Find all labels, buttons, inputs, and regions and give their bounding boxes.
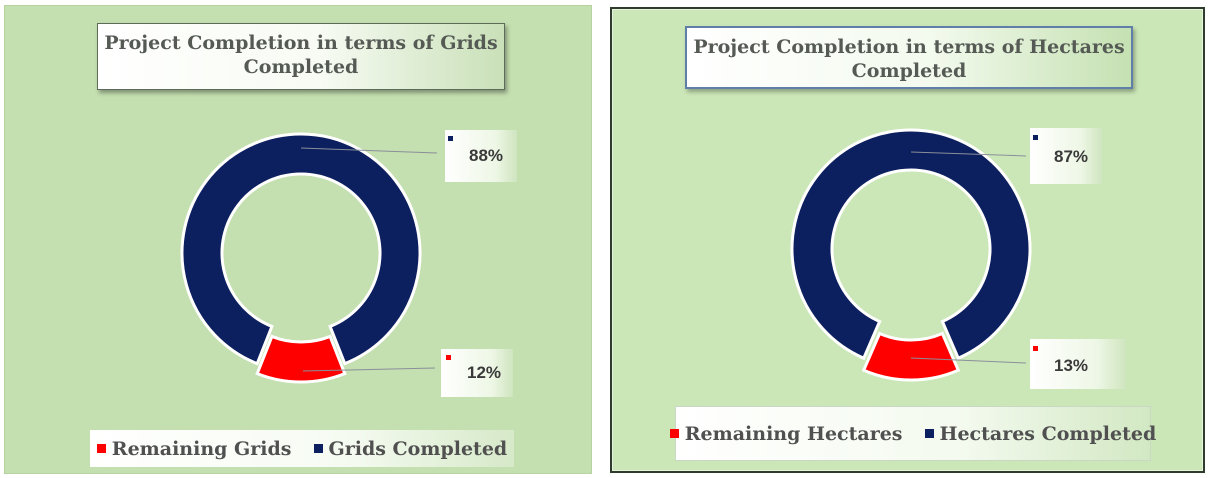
data-label-remaining-grids: 12%	[467, 363, 502, 382]
label-marker-icon	[446, 355, 451, 360]
label-marker-icon	[1033, 135, 1038, 140]
chart-title-hectares: Project Completion in terms of Hectares …	[685, 26, 1133, 89]
chart-panel-grids: Project Completion in terms of Grids Com…	[4, 5, 592, 474]
leader-line	[300, 147, 438, 154]
chart-title-grids: Project Completion in terms of Grids Com…	[97, 23, 505, 90]
data-label-box-hectares-completed: 87%	[1030, 128, 1102, 184]
leader-line	[910, 357, 1027, 364]
legend-swatch-red-icon	[669, 429, 679, 438]
legend-entry-remaining-hectares: Remaining Hectares	[669, 422, 903, 445]
chart-title-text: Project Completion in terms of Hectares …	[693, 36, 1125, 82]
data-label-box-remaining-grids: 12%	[441, 349, 513, 397]
legend-swatch-navy-icon	[313, 444, 323, 453]
data-label-remaining-hectares: 13%	[1054, 356, 1089, 375]
data-label-hectares-completed: 87%	[1054, 147, 1089, 166]
slice-hectares-completed	[790, 128, 1032, 361]
doughnut-chart-hectares	[790, 128, 1032, 382]
legend-entry-grids-completed: Grids Completed	[313, 437, 508, 460]
legend-label: Grids Completed	[328, 437, 508, 460]
doughnut-chart-grids	[180, 132, 438, 384]
data-label-grids-completed: 88%	[469, 146, 504, 165]
legend-swatch-red-icon	[96, 444, 106, 453]
chart-legend-grids: Remaining Grids Grids Completed	[90, 430, 514, 467]
leader-line	[910, 151, 1027, 157]
slice-remaining-grids	[255, 334, 347, 384]
chart-panel-hectares: Project Completion in terms of Hectares …	[610, 7, 1205, 473]
legend-label: Remaining Grids	[111, 437, 292, 460]
chart-legend-hectares: Remaining Hectares Hectares Completed	[669, 406, 1156, 461]
slice-remaining-hectares	[861, 331, 961, 382]
slice-grids-completed	[180, 132, 422, 366]
chart-title-text: Project Completion in terms of Grids Com…	[104, 32, 498, 78]
data-label-box-remaining-hectares: 13%	[1030, 339, 1126, 389]
legend-entry-remaining-grids: Remaining Grids	[96, 437, 292, 460]
legend-label: Hectares Completed	[939, 422, 1157, 445]
legend-label: Remaining Hectares	[684, 422, 903, 445]
data-label-box-grids-completed: 88%	[445, 130, 517, 182]
legend-entry-hectares-completed: Hectares Completed	[924, 422, 1157, 445]
legend-swatch-navy-icon	[924, 429, 934, 438]
label-marker-icon	[448, 136, 453, 141]
label-marker-icon	[1033, 346, 1038, 351]
leader-line	[302, 367, 436, 372]
